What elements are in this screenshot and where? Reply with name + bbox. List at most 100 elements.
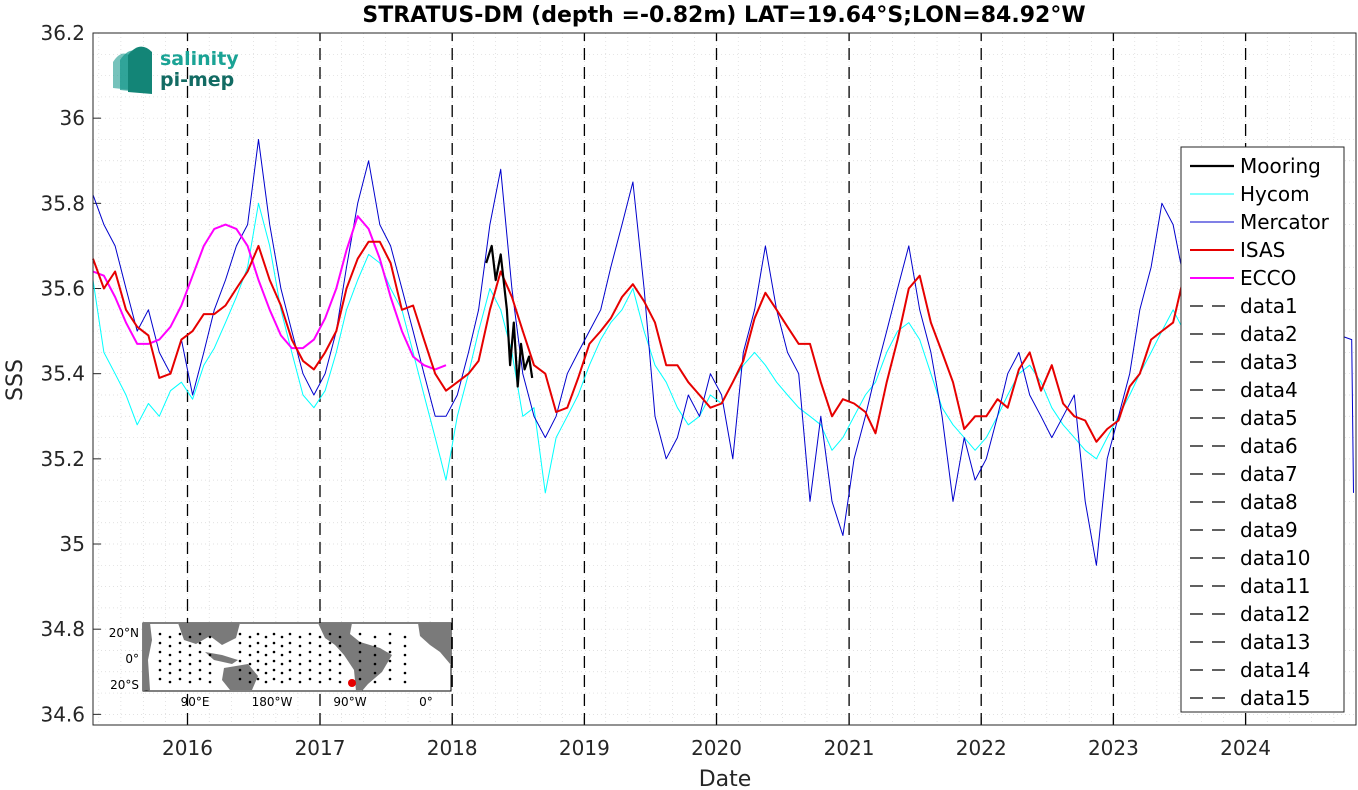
inset-station-dot <box>288 650 292 654</box>
inset-map: 20°N 0° 20°S 90°E 180°W 90°W 0° <box>109 622 452 709</box>
inset-station-dot <box>188 644 192 648</box>
inset-station-dot <box>238 677 242 681</box>
series-isas <box>92 240 1197 443</box>
inset-station-dot <box>318 644 322 648</box>
inset-station-dot <box>318 653 322 657</box>
inset-station-dot <box>168 644 172 648</box>
inset-station-dot <box>318 635 322 639</box>
inset-station-dot <box>264 662 268 666</box>
inset-map-indonesia <box>205 652 238 664</box>
inset-station-dot <box>238 632 242 636</box>
inset-station-dot <box>338 680 342 684</box>
inset-station-dot <box>388 659 392 663</box>
inset-map-africa-east <box>418 623 451 665</box>
inset-map-stations <box>158 632 407 684</box>
inset-station-dot <box>298 671 302 675</box>
y-tick-label: 36.2 <box>40 21 85 45</box>
inset-station-dot <box>208 662 212 666</box>
inset-station-dot <box>388 677 392 681</box>
inset-station-dot <box>158 677 162 681</box>
inset-station-dot <box>198 677 202 681</box>
inset-station-dot <box>208 671 212 675</box>
inset-station-dot <box>264 680 268 684</box>
inset-station-dot <box>178 641 182 645</box>
inset-station-dot <box>188 653 192 657</box>
inset-map-asia <box>178 623 240 645</box>
inset-station-dot <box>238 668 242 672</box>
inset-station-dot <box>178 659 182 663</box>
inset-station-dot <box>280 680 284 684</box>
x-tick-label: 2023 <box>1088 736 1139 760</box>
inset-station-dot <box>208 653 212 657</box>
inset-station-dot <box>373 653 377 657</box>
inset-station-dot <box>338 635 342 639</box>
inset-station-dot <box>288 677 292 681</box>
inset-station-dot <box>198 650 202 654</box>
inset-station-dot <box>308 659 312 663</box>
inset-station-dot <box>288 641 292 645</box>
inset-station-dot <box>308 650 312 654</box>
inset-station-dot <box>403 644 407 648</box>
legend-label: Hycom <box>1240 182 1310 206</box>
inset-station-dot <box>403 662 407 666</box>
inset-station-dot <box>168 680 172 684</box>
y-tick-label: 36 <box>60 106 85 130</box>
inset-station-dot <box>308 668 312 672</box>
inset-station-dot <box>403 671 407 675</box>
inset-station-dot <box>328 677 332 681</box>
legend-label: data3 <box>1240 350 1298 374</box>
inset-station-dot <box>318 680 322 684</box>
inset-station-dot <box>198 632 202 636</box>
legend-label: Mooring <box>1240 154 1321 178</box>
inset-station-dot <box>338 671 342 675</box>
inset-map-africa <box>143 623 152 691</box>
inset-station-dot <box>358 659 362 663</box>
inset-station-dot <box>248 653 252 657</box>
inset-station-dot <box>318 671 322 675</box>
inset-station-dot <box>264 635 268 639</box>
inset-lat-label-2: 0° <box>125 652 139 666</box>
inset-station-dot <box>158 641 162 645</box>
inset-station-dot <box>328 650 332 654</box>
inset-station-dot <box>280 662 284 666</box>
series-ecco <box>92 215 447 371</box>
inset-station-dot <box>388 632 392 636</box>
inset-station-dot <box>280 653 284 657</box>
inset-lon-label-4: 0° <box>419 695 433 709</box>
x-tick-label: 2018 <box>427 736 478 760</box>
logo-line1: salinity <box>160 48 239 70</box>
inset-station-dot <box>248 635 252 639</box>
x-axis-label: Date <box>699 767 752 790</box>
inset-station-dot <box>298 680 302 684</box>
inset-station-dot <box>280 635 284 639</box>
inset-station-dot <box>298 653 302 657</box>
legend-label: data6 <box>1240 434 1298 458</box>
inset-station-dot <box>188 662 192 666</box>
y-tick-label: 34.6 <box>40 702 85 726</box>
inset-station-dot <box>328 632 332 636</box>
legend: Mooring Hycom Mercator ISAS ECCO data1 data2 da… <box>1180 146 1345 713</box>
inset-station-dot <box>178 677 182 681</box>
inset-station-dot <box>256 641 260 645</box>
inset-station-dot <box>158 668 162 672</box>
x-tick-label: 2020 <box>691 736 742 760</box>
inset-lon-label-1: 90°E <box>181 695 210 709</box>
inset-station-dot <box>272 650 276 654</box>
inset-station-dot <box>256 677 260 681</box>
inset-station-dot <box>248 644 252 648</box>
legend-label: data11 <box>1240 574 1311 598</box>
inset-map-australia <box>222 664 258 690</box>
inset-station-dot <box>248 662 252 666</box>
legend-label: data7 <box>1240 462 1298 486</box>
inset-station-dot <box>168 662 172 666</box>
legend-label: Mercator <box>1240 210 1330 234</box>
inset-station-dot <box>328 659 332 663</box>
inset-station-dot <box>288 668 292 672</box>
inset-station-dot <box>168 653 172 657</box>
legend-label: data2 <box>1240 322 1298 346</box>
inset-station-dot <box>178 668 182 672</box>
inset-station-dot <box>373 680 377 684</box>
inset-lat-label-1: 20°N <box>109 626 139 640</box>
inset-station-dot <box>208 644 212 648</box>
inset-station-dot <box>280 671 284 675</box>
